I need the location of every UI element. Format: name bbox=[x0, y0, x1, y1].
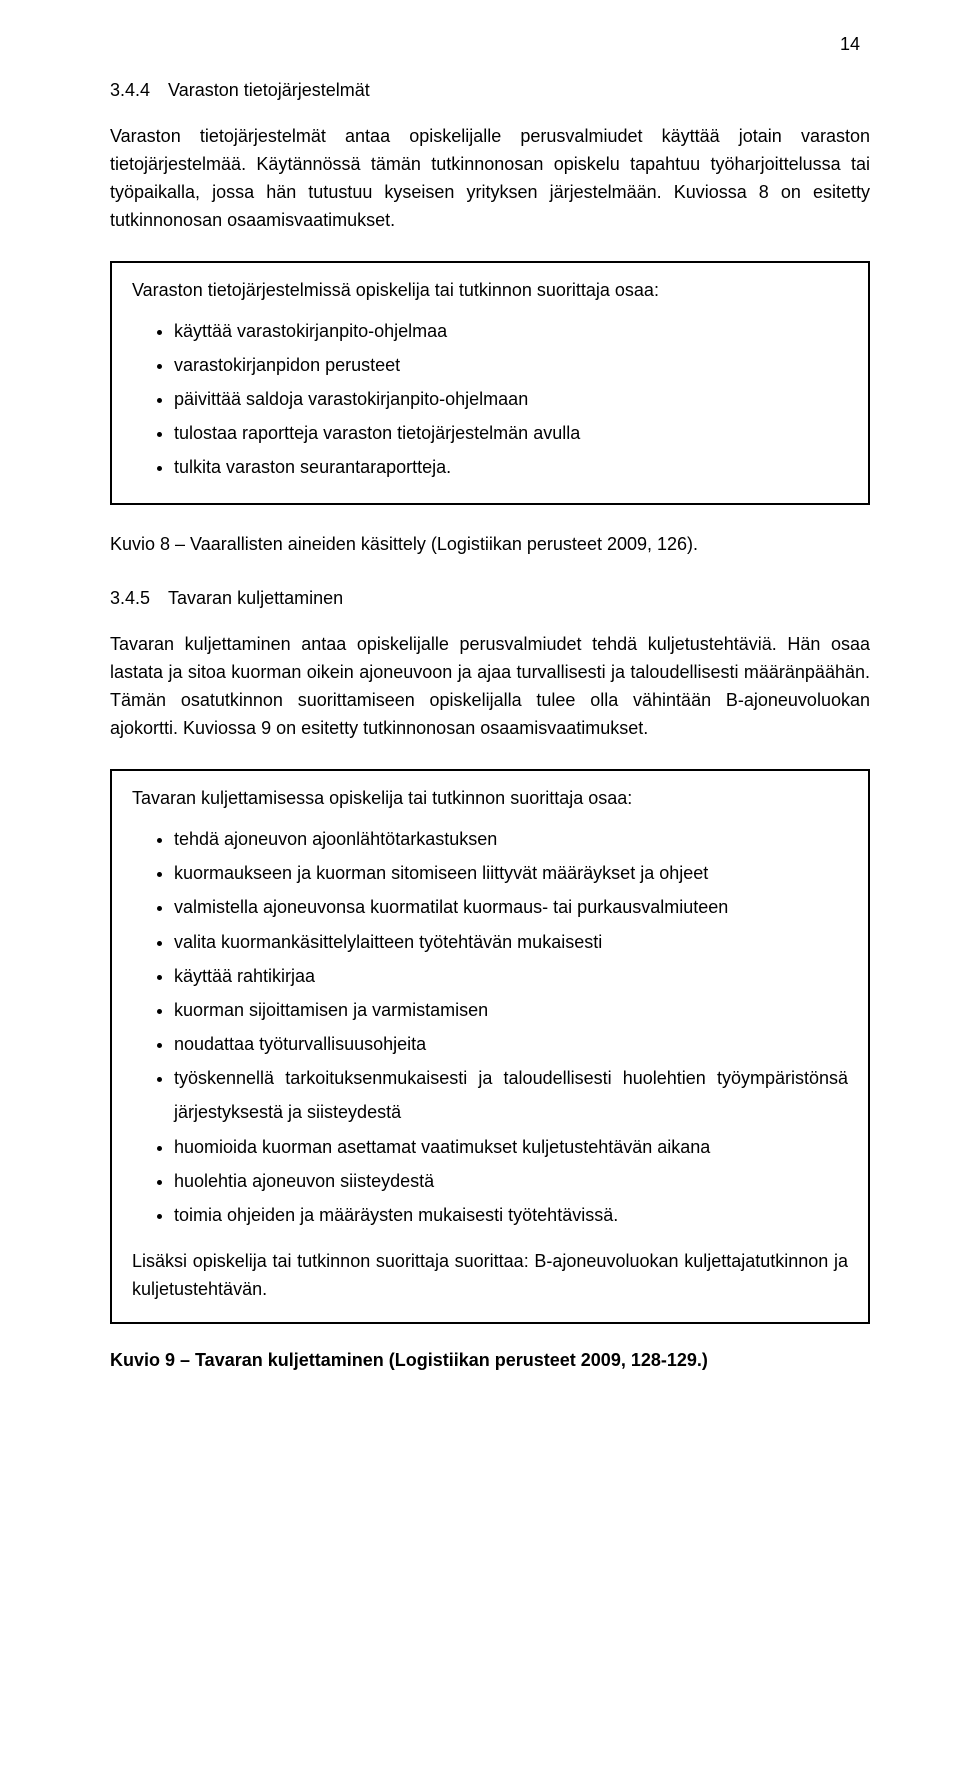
page-number: 14 bbox=[840, 34, 860, 55]
heading-345: 3.4.5 Tavaran kuljettaminen bbox=[110, 588, 870, 609]
list-item: käyttää varastokirjanpito-ohjelmaa bbox=[174, 314, 848, 348]
box-9-trailer: Lisäksi opiskelija tai tutkinnon suoritt… bbox=[132, 1248, 848, 1304]
list-item: tulostaa raportteja varaston tietojärjes… bbox=[174, 416, 848, 450]
list-item: noudattaa työturvallisuusohjeita bbox=[174, 1027, 848, 1061]
list-item: käyttää rahtikirjaa bbox=[174, 959, 848, 993]
list-item: valmistella ajoneuvonsa kuormatilat kuor… bbox=[174, 890, 848, 924]
list-item: valita kuormankäsittelylaitteen työtehtä… bbox=[174, 925, 848, 959]
list-item: päivittää saldoja varastokirjanpito-ohje… bbox=[174, 382, 848, 416]
document-page: 14 3.4.4 Varaston tietojärjestelmät Vara… bbox=[0, 0, 960, 1782]
box-8-lead: Varaston tietojärjestelmissä opiskelija … bbox=[132, 277, 848, 304]
caption-kuvio-9: Kuvio 9 – Tavaran kuljettaminen (Logisti… bbox=[110, 1350, 870, 1371]
list-item: tulkita varaston seurantaraportteja. bbox=[174, 450, 848, 484]
box-kuvio-9: Tavaran kuljettamisessa opiskelija tai t… bbox=[110, 769, 870, 1324]
box-9-lead: Tavaran kuljettamisessa opiskelija tai t… bbox=[132, 785, 848, 812]
box-8-list: käyttää varastokirjanpito-ohjelmaa varas… bbox=[132, 314, 848, 485]
paragraph-344: Varaston tietojärjestelmät antaa opiskel… bbox=[110, 123, 870, 235]
list-item: kuorman sijoittamisen ja varmistamisen bbox=[174, 993, 848, 1027]
list-item: huolehtia ajoneuvon siisteydestä bbox=[174, 1164, 848, 1198]
paragraph-345: Tavaran kuljettaminen antaa opiskelijall… bbox=[110, 631, 870, 743]
list-item: toimia ohjeiden ja määräysten mukaisesti… bbox=[174, 1198, 848, 1232]
list-item: tehdä ajoneuvon ajoonlähtötarkastuksen bbox=[174, 822, 848, 856]
list-item: huomioida kuorman asettamat vaatimukset … bbox=[174, 1130, 848, 1164]
box-kuvio-8: Varaston tietojärjestelmissä opiskelija … bbox=[110, 261, 870, 505]
box-9-list: tehdä ajoneuvon ajoonlähtötarkastuksen k… bbox=[132, 822, 848, 1232]
list-item: kuormaukseen ja kuorman sitomiseen liitt… bbox=[174, 856, 848, 890]
caption-kuvio-8: Kuvio 8 – Vaarallisten aineiden käsittel… bbox=[110, 531, 870, 559]
list-item: varastokirjanpidon perusteet bbox=[174, 348, 848, 382]
heading-344: 3.4.4 Varaston tietojärjestelmät bbox=[110, 80, 870, 101]
list-item: työskennellä tarkoituksenmukaisesti ja t… bbox=[174, 1061, 848, 1129]
